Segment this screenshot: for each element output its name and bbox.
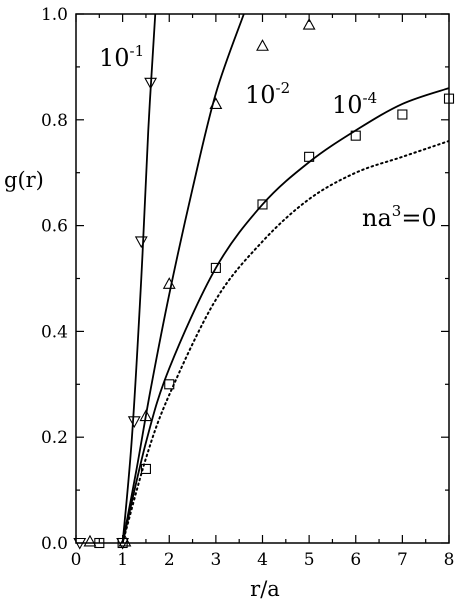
annotation-1e-4: 10-4 bbox=[332, 89, 377, 119]
y-tick-label: 1.0 bbox=[41, 5, 68, 25]
x-tick-label: 4 bbox=[257, 550, 268, 570]
marker-triangle-up bbox=[162, 277, 176, 289]
annotation-1e-1-sup: -1 bbox=[130, 42, 145, 60]
x-tick-label: 8 bbox=[444, 550, 455, 570]
marker-square bbox=[397, 109, 408, 120]
annotation-na3-0-base: na bbox=[362, 204, 392, 232]
marker-square bbox=[140, 463, 151, 474]
marker-triangle-up bbox=[83, 534, 97, 547]
marker-triangle-up bbox=[139, 409, 153, 422]
marker-triangle-up bbox=[302, 17, 316, 30]
curves-layer bbox=[121, 14, 449, 543]
marker-triangle-up bbox=[256, 39, 269, 51]
annotation-na3-0-suffix: =0 bbox=[401, 204, 436, 232]
x-tick-label: 3 bbox=[210, 550, 221, 570]
x-tick-label: 6 bbox=[350, 550, 361, 570]
marker-triangle-down bbox=[134, 236, 148, 249]
marker-square bbox=[257, 199, 268, 210]
curve-1 bbox=[121, 14, 157, 543]
x-tick-label: 0 bbox=[71, 550, 82, 570]
x-tick-label: 7 bbox=[397, 550, 408, 570]
marker-square bbox=[164, 379, 175, 390]
annotation-1e-2-base: 10 bbox=[245, 81, 276, 109]
marker-square bbox=[210, 262, 221, 273]
curve-3 bbox=[121, 87, 449, 543]
annotation-1e-4-sup: -4 bbox=[363, 89, 378, 107]
x-tick-label: 5 bbox=[304, 550, 315, 570]
annotation-1e-2-sup: -2 bbox=[276, 79, 291, 97]
annotation-1e-1-base: 10 bbox=[99, 44, 130, 72]
y-tick-label: 0.2 bbox=[41, 428, 68, 448]
marker-triangle-up bbox=[209, 97, 223, 109]
y-tick-label: 0.4 bbox=[41, 322, 68, 342]
curve-2 bbox=[121, 14, 245, 543]
y-tick-label: 0.8 bbox=[41, 111, 68, 131]
tick-labels-layer: 0 1 2 3 4 5 6 7 8 0.0 0.2 0.4 0.6 0.8 1.0 bbox=[41, 5, 454, 570]
annotation-na3-0-sup: 3 bbox=[392, 202, 402, 220]
marker-square bbox=[350, 130, 361, 141]
x-tick-label: 1 bbox=[117, 550, 128, 570]
y-tick-label: 0.0 bbox=[41, 534, 68, 554]
annotation-1e-4-base: 10 bbox=[332, 91, 363, 119]
ticks-layer bbox=[75, 13, 450, 544]
x-tick-label: 2 bbox=[164, 550, 175, 570]
y-tick-label: 0.6 bbox=[41, 217, 68, 237]
annotation-1e-1: 10-1 bbox=[99, 42, 144, 72]
annotation-na3-0: na3=0 bbox=[362, 202, 437, 232]
marker-square bbox=[304, 151, 315, 162]
annotation-1e-2: 10-2 bbox=[245, 79, 290, 109]
marker-triangle-down bbox=[144, 77, 158, 90]
curve-4-dotted bbox=[121, 139, 449, 543]
marker-triangle-down bbox=[127, 416, 141, 428]
y-axis-label: g(r) bbox=[4, 168, 44, 192]
x-axis-label: r/a bbox=[250, 577, 280, 601]
